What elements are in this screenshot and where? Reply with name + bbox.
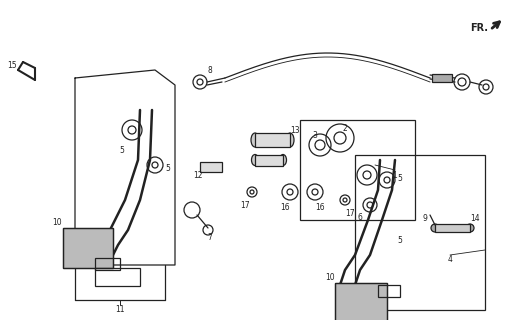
Bar: [300, 120, 415, 220]
Text: 1: 1: [392, 171, 398, 180]
Text: FR.: FR.: [470, 23, 488, 33]
Text: 5: 5: [166, 164, 171, 172]
Text: 17: 17: [240, 201, 250, 210]
Bar: [435, 224, 470, 232]
Bar: [95, 268, 140, 286]
Text: 6: 6: [358, 212, 362, 221]
Text: 16: 16: [280, 203, 290, 212]
Bar: [355, 155, 485, 310]
Text: 16: 16: [315, 203, 325, 212]
Bar: [432, 74, 452, 82]
Bar: [200, 162, 222, 172]
Text: 7: 7: [207, 233, 213, 242]
Text: 14: 14: [470, 213, 480, 222]
Text: 3: 3: [313, 131, 317, 140]
Text: 17: 17: [345, 209, 355, 218]
Ellipse shape: [431, 224, 439, 232]
Ellipse shape: [251, 155, 259, 165]
Ellipse shape: [251, 133, 259, 147]
Bar: [255, 155, 283, 166]
Text: 9: 9: [423, 213, 427, 222]
Text: 15: 15: [7, 60, 17, 69]
Bar: [378, 285, 400, 297]
Text: 10: 10: [325, 274, 335, 283]
Bar: [95, 258, 120, 270]
Text: 4: 4: [448, 255, 452, 265]
Bar: [255, 133, 290, 147]
Text: 5: 5: [120, 146, 125, 155]
Text: 8: 8: [207, 66, 213, 75]
Text: 5: 5: [398, 236, 403, 244]
Ellipse shape: [280, 155, 287, 165]
Text: 2: 2: [342, 124, 347, 132]
Ellipse shape: [286, 133, 294, 147]
Bar: [63, 228, 113, 268]
Text: 12: 12: [193, 171, 203, 180]
Text: 10: 10: [52, 218, 62, 227]
Text: 5: 5: [398, 173, 403, 182]
Bar: [335, 283, 387, 320]
Ellipse shape: [466, 224, 474, 232]
Text: 13: 13: [290, 125, 299, 134]
Text: 11: 11: [115, 306, 125, 315]
Bar: [63, 228, 113, 268]
Bar: [335, 283, 387, 320]
